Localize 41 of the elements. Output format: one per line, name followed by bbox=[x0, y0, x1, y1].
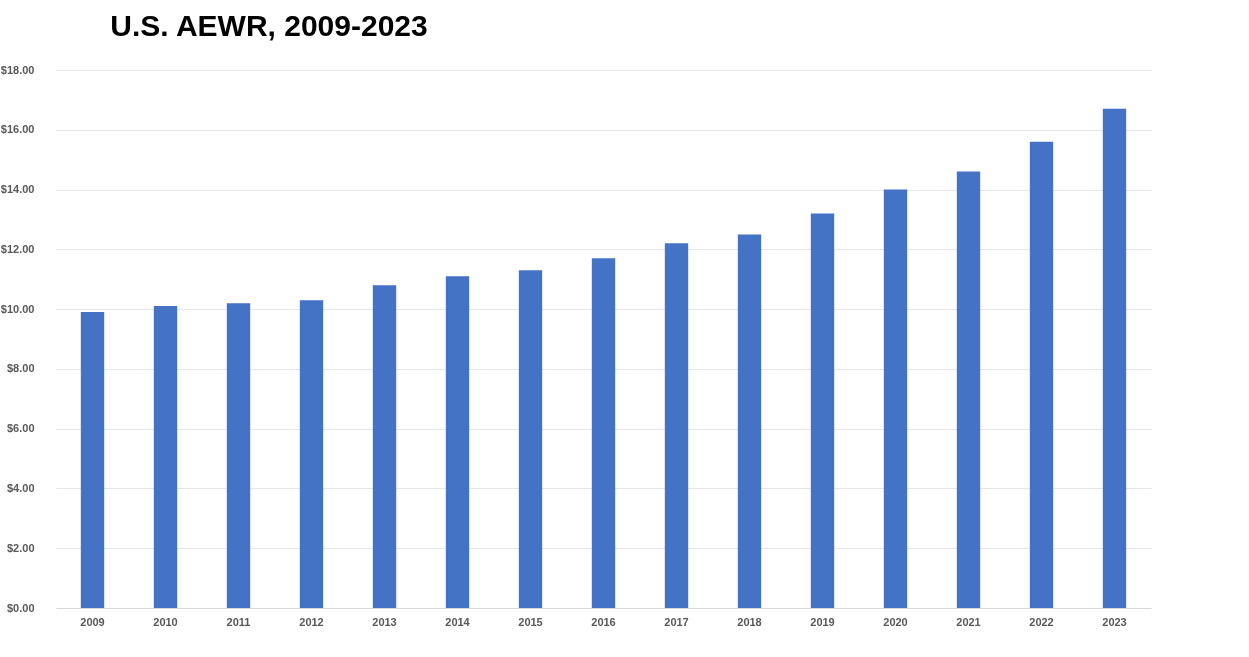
x-tick-label: 2014 bbox=[445, 615, 471, 628]
bar bbox=[737, 234, 762, 608]
bar bbox=[1029, 141, 1054, 608]
chart-title: U.S. AEWR, 2009-2023 bbox=[110, 9, 428, 42]
y-tick-label: $2.00 bbox=[6, 541, 35, 554]
y-tick-label: $0.00 bbox=[6, 601, 35, 614]
bar bbox=[664, 243, 689, 608]
x-tick-label: 2018 bbox=[737, 615, 762, 628]
x-tick-label: 2022 bbox=[1029, 615, 1054, 628]
bar bbox=[883, 189, 908, 608]
bar bbox=[591, 258, 616, 608]
x-tick-label: 2020 bbox=[883, 615, 908, 628]
y-tick-label: $16.00 bbox=[0, 123, 35, 136]
bar bbox=[1102, 108, 1127, 608]
y-tick-label: $8.00 bbox=[6, 362, 35, 375]
x-tick-label: 2009 bbox=[80, 615, 105, 628]
x-tick-label: 2011 bbox=[226, 615, 251, 628]
bar bbox=[445, 276, 470, 608]
x-tick-label: 2021 bbox=[956, 615, 981, 628]
x-tick-label: 2013 bbox=[372, 615, 397, 628]
x-tick-label: 2017 bbox=[664, 615, 689, 628]
y-tick-label: $4.00 bbox=[6, 481, 35, 494]
bar bbox=[372, 285, 397, 608]
y-tick-label: $10.00 bbox=[0, 302, 35, 315]
y-tick-label: $18.00 bbox=[0, 63, 35, 76]
bar bbox=[299, 300, 324, 608]
x-tick-label: 2019 bbox=[810, 615, 835, 628]
bar bbox=[226, 303, 251, 608]
bar bbox=[153, 306, 178, 608]
bar bbox=[518, 270, 543, 608]
bar bbox=[810, 213, 835, 608]
x-tick-label: 2016 bbox=[591, 615, 616, 628]
x-tick-label: 2010 bbox=[153, 615, 178, 628]
y-tick-label: $14.00 bbox=[0, 183, 35, 196]
bar bbox=[956, 171, 981, 608]
x-tick-label: 2012 bbox=[299, 615, 324, 628]
x-tick-label: 2015 bbox=[518, 615, 543, 628]
x-tick-label: 2023 bbox=[1102, 615, 1127, 628]
y-tick-label: $12.00 bbox=[0, 242, 35, 255]
y-tick-label: $6.00 bbox=[6, 422, 35, 435]
bar bbox=[80, 312, 105, 608]
